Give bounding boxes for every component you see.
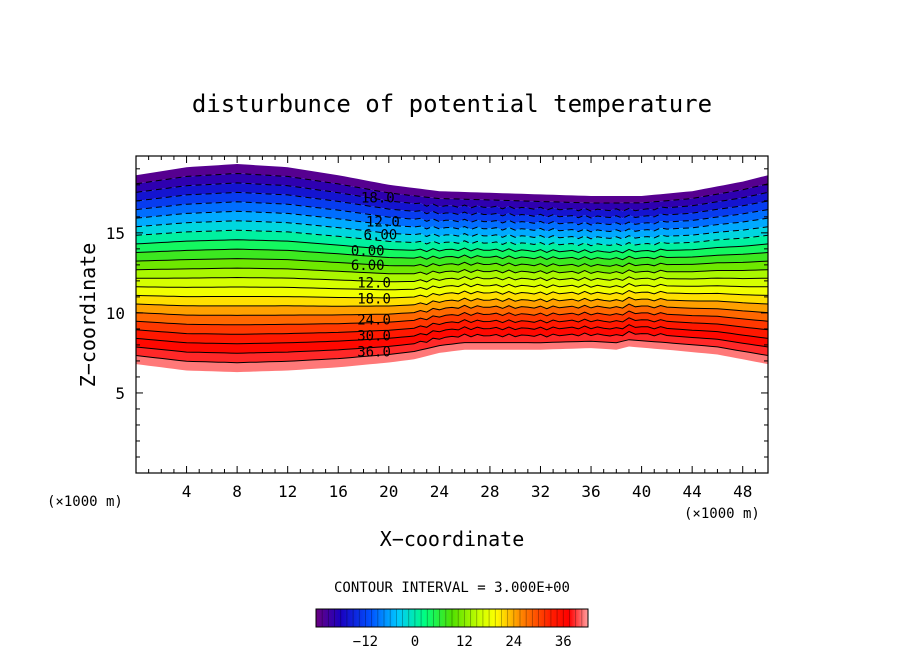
colorbar-tick-label: 12 xyxy=(456,634,473,650)
temperature-band xyxy=(136,192,768,226)
temperature-band xyxy=(136,283,768,298)
contour-line xyxy=(136,289,768,299)
temperature-band xyxy=(136,173,768,212)
x-tick-label: 48 xyxy=(733,482,752,501)
colorbar-tick-label: 24 xyxy=(505,634,522,650)
contour-label: 24.0 xyxy=(357,312,391,328)
temperature-band xyxy=(136,249,768,267)
contour-line xyxy=(136,330,768,354)
temperature-band xyxy=(136,317,768,344)
x-unit-left: (×1000 m) xyxy=(47,494,123,510)
temperature-band xyxy=(136,164,768,203)
contour-label: 12.0 xyxy=(366,215,400,231)
x-tick-label: 32 xyxy=(531,482,550,501)
contour-line xyxy=(136,339,768,364)
contour-label: 18.0 xyxy=(361,191,395,207)
contour-label: 36.0 xyxy=(357,344,391,360)
x-tick-label: 44 xyxy=(683,482,702,501)
colorbar-tick-label: 36 xyxy=(555,634,572,650)
temperature-band xyxy=(136,220,768,246)
contour-line xyxy=(136,276,768,283)
temperature-band xyxy=(136,182,768,219)
x-tick-label: 8 xyxy=(232,482,242,501)
contour-line xyxy=(136,220,768,240)
x-tick-label: 12 xyxy=(278,482,297,501)
colorbar-tick-label: 0 xyxy=(411,634,419,650)
x-tick-label: 28 xyxy=(480,482,499,501)
temperature-band xyxy=(136,331,768,363)
contour-label: 0.00 xyxy=(351,243,385,259)
colorbar xyxy=(315,608,589,628)
contour-line xyxy=(136,191,768,219)
contour-line xyxy=(136,172,768,204)
contour-label: 30.0 xyxy=(357,328,391,344)
contour-line xyxy=(136,258,768,268)
x-axis-label: X−coordinate xyxy=(380,527,525,551)
contour-line xyxy=(136,201,768,226)
temperature-band xyxy=(136,230,768,253)
y-axis-label: Z−coordinate xyxy=(76,243,100,388)
contour-lines xyxy=(136,172,768,364)
contour-line xyxy=(136,239,768,254)
x-tick-label: 36 xyxy=(581,482,600,501)
colorbar-stripes xyxy=(321,609,583,627)
contour-line xyxy=(136,317,768,335)
contour-label: 6.00 xyxy=(351,258,385,274)
contour-label: 6.00 xyxy=(364,227,398,243)
contour-line xyxy=(136,267,768,275)
contour-line xyxy=(136,324,768,345)
temperature-band xyxy=(136,339,768,373)
colorbar-tick-label: −12 xyxy=(353,634,378,650)
x-tick-label: 16 xyxy=(329,482,348,501)
contour-line xyxy=(136,310,768,326)
contour-line xyxy=(136,182,768,212)
temperature-band xyxy=(136,324,768,354)
contour-line xyxy=(136,296,768,307)
x-unit-right: (×1000 m) xyxy=(684,506,760,522)
contour-line xyxy=(136,303,768,316)
colorbar-ticks: −12 0 12 24 36 xyxy=(353,634,572,650)
contour-line xyxy=(136,283,768,291)
contour-interval-label: CONTOUR INTERVAL = 3.000E+00 xyxy=(334,580,570,596)
temperature-band xyxy=(136,276,768,290)
chart-title: disturbunce of potential temperature xyxy=(192,90,712,118)
contour-line xyxy=(136,248,768,261)
y-tick-label: 5 xyxy=(115,384,125,403)
y-tick-label: 15 xyxy=(106,224,125,243)
temperature-band xyxy=(136,258,768,275)
temperature-band xyxy=(136,311,768,335)
contour-label: 18.0 xyxy=(357,291,391,307)
contour-line xyxy=(136,210,768,233)
temperature-band xyxy=(136,268,768,282)
x-tick-label: 40 xyxy=(632,482,651,501)
contour-line xyxy=(136,229,768,247)
y-tick-label: 10 xyxy=(106,304,125,323)
x-tick-label: 4 xyxy=(182,482,192,501)
contour-label: 12.0 xyxy=(357,275,391,291)
temperature-band xyxy=(136,201,768,232)
x-tick-label: 24 xyxy=(430,482,449,501)
x-tick-label: 20 xyxy=(379,482,398,501)
temperature-band xyxy=(136,297,768,316)
